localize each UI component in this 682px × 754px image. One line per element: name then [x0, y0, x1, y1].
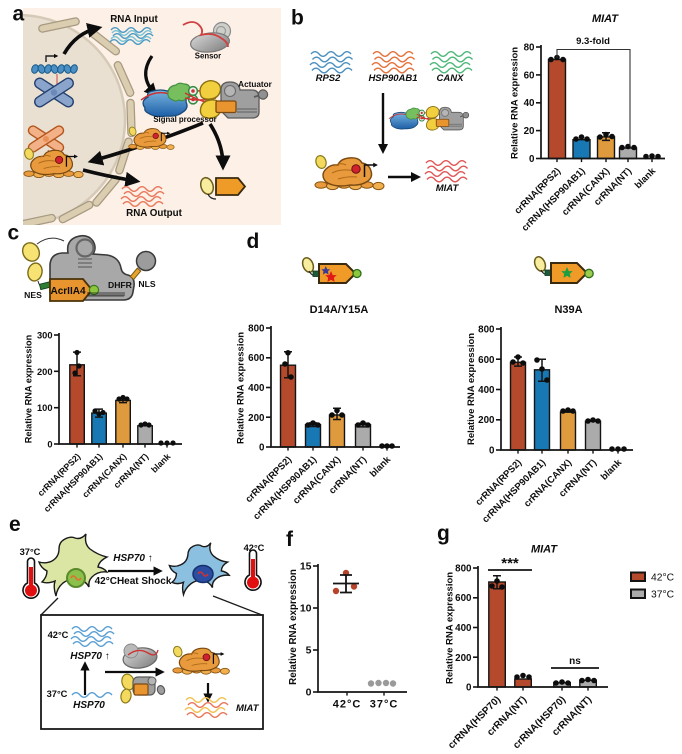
svg-text:60: 60: [524, 70, 535, 81]
svg-text:37°C: 37°C: [370, 699, 399, 711]
svg-text:AcrIIA4: AcrIIA4: [50, 286, 85, 297]
svg-text:a: a: [13, 3, 25, 26]
svg-text:600: 600: [478, 355, 495, 366]
svg-text:MIAT: MIAT: [592, 13, 619, 25]
svg-text:Relative RNA expression: Relative RNA expression: [288, 569, 299, 685]
svg-text:0: 0: [306, 687, 312, 699]
svg-text:9.3-fold: 9.3-fold: [576, 36, 610, 47]
svg-text:HSP70 ↑: HSP70 ↑: [113, 553, 152, 564]
svg-text:200: 200: [37, 367, 53, 377]
svg-text:HSP70 ↑: HSP70 ↑: [70, 651, 109, 662]
svg-text:Relative RNA expression: Relative RNA expression: [466, 333, 477, 445]
svg-text:NES: NES: [24, 290, 42, 300]
svg-text:Relative RNA expression: Relative RNA expression: [510, 47, 521, 159]
svg-text:0: 0: [259, 443, 265, 454]
svg-text:MIAT: MIAT: [236, 703, 260, 714]
svg-text:800: 800: [478, 325, 495, 336]
svg-text:300: 300: [37, 331, 53, 341]
svg-text:f: f: [286, 528, 294, 551]
svg-text:0: 0: [529, 154, 535, 165]
svg-text:15: 15: [300, 561, 312, 573]
svg-text:800: 800: [248, 324, 265, 335]
svg-text:c: c: [8, 222, 20, 245]
svg-text:400: 400: [455, 623, 472, 634]
svg-text:HSP90AB1: HSP90AB1: [368, 73, 417, 84]
svg-text:g: g: [437, 522, 450, 545]
svg-text:600: 600: [248, 353, 265, 364]
svg-text:0: 0: [47, 440, 52, 450]
svg-text:20: 20: [524, 126, 535, 137]
svg-text:DHFR: DHFR: [108, 280, 133, 290]
svg-text:0: 0: [466, 683, 472, 694]
svg-text:10: 10: [300, 603, 312, 615]
svg-text:D14A/Y15A: D14A/Y15A: [310, 304, 369, 316]
svg-text:42°CHeat Shock: 42°CHeat Shock: [95, 576, 172, 587]
svg-text:RNA Input: RNA Input: [110, 14, 158, 25]
svg-text:37°C: 37°C: [20, 547, 41, 557]
svg-text:N39A: N39A: [554, 304, 582, 316]
svg-text:37°C: 37°C: [47, 689, 68, 699]
svg-text:42°C: 42°C: [651, 573, 675, 584]
svg-text:80: 80: [524, 43, 535, 54]
svg-text:200: 200: [248, 413, 265, 424]
svg-text:d: d: [247, 230, 260, 253]
svg-text:Signal processor: Signal processor: [153, 115, 216, 124]
svg-text:400: 400: [248, 383, 265, 394]
svg-text:0: 0: [489, 446, 495, 457]
svg-text:RNA Output: RNA Output: [126, 208, 182, 219]
svg-text:42°C: 42°C: [333, 699, 362, 711]
svg-text:RPS2: RPS2: [316, 73, 342, 84]
svg-text:400: 400: [478, 385, 495, 396]
svg-text:200: 200: [455, 653, 472, 664]
svg-text:42°C: 42°C: [48, 630, 69, 640]
svg-text:100: 100: [37, 403, 53, 413]
svg-text:e: e: [9, 513, 21, 536]
svg-text:600: 600: [455, 593, 472, 604]
svg-text:CANX: CANX: [437, 73, 465, 84]
svg-text:MIAT: MIAT: [531, 544, 558, 556]
svg-text:42°C: 42°C: [244, 543, 265, 553]
svg-text:40: 40: [524, 98, 535, 109]
svg-text:Relative RNA expression: Relative RNA expression: [24, 334, 34, 443]
svg-text:NLS: NLS: [138, 279, 155, 289]
svg-text:Relative RNA expression: Relative RNA expression: [236, 332, 247, 444]
svg-text:800: 800: [455, 564, 472, 575]
svg-text:HSP70: HSP70: [73, 700, 105, 711]
svg-text:Sensor: Sensor: [195, 52, 221, 61]
svg-text:Actuator: Actuator: [238, 80, 272, 89]
svg-text:200: 200: [478, 415, 495, 426]
svg-text:ns: ns: [569, 656, 581, 667]
svg-text:5: 5: [306, 645, 312, 657]
svg-text:Relative RNA expression: Relative RNA expression: [445, 572, 456, 684]
svg-text:37°C: 37°C: [651, 590, 675, 601]
svg-text:***: ***: [501, 555, 519, 572]
svg-text:MIAT: MIAT: [436, 183, 460, 194]
svg-text:b: b: [291, 7, 304, 30]
